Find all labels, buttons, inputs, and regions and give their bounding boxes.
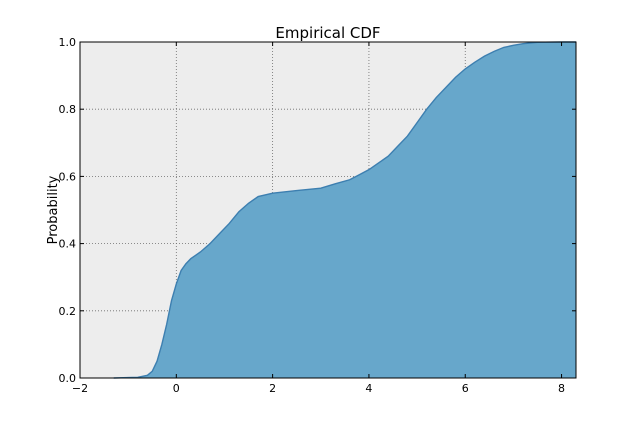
y-tick-label: 0.6 [59,170,77,183]
x-tick-label: 2 [269,382,276,395]
y-tick-label: 0.0 [59,372,77,385]
y-tick-label: 1.0 [59,36,77,49]
y-tick-label: 0.8 [59,103,77,116]
x-tick-label: 8 [558,382,565,395]
y-tick-label: 0.4 [59,238,77,251]
y-axis-label: Probability [46,175,61,244]
x-tick-label: −2 [72,382,88,395]
cdf-area-series-0 [113,42,576,378]
tick-labels: −2 0 2 4 6 8 0.0 0.2 0.4 0.6 0.8 1.0 [59,36,566,395]
x-tick-label: 6 [462,382,469,395]
y-tick-label: 0.2 [59,305,77,318]
x-tick-label: 0 [173,382,180,395]
axes-frame [79,41,577,379]
chart-title: Empirical CDF [275,24,380,42]
plot-frame [79,41,577,379]
tick-marks [79,41,576,379]
x-tick-label: 4 [365,382,372,395]
cdf-area-layer [113,41,576,379]
cdf-line-series-0 [113,41,576,379]
